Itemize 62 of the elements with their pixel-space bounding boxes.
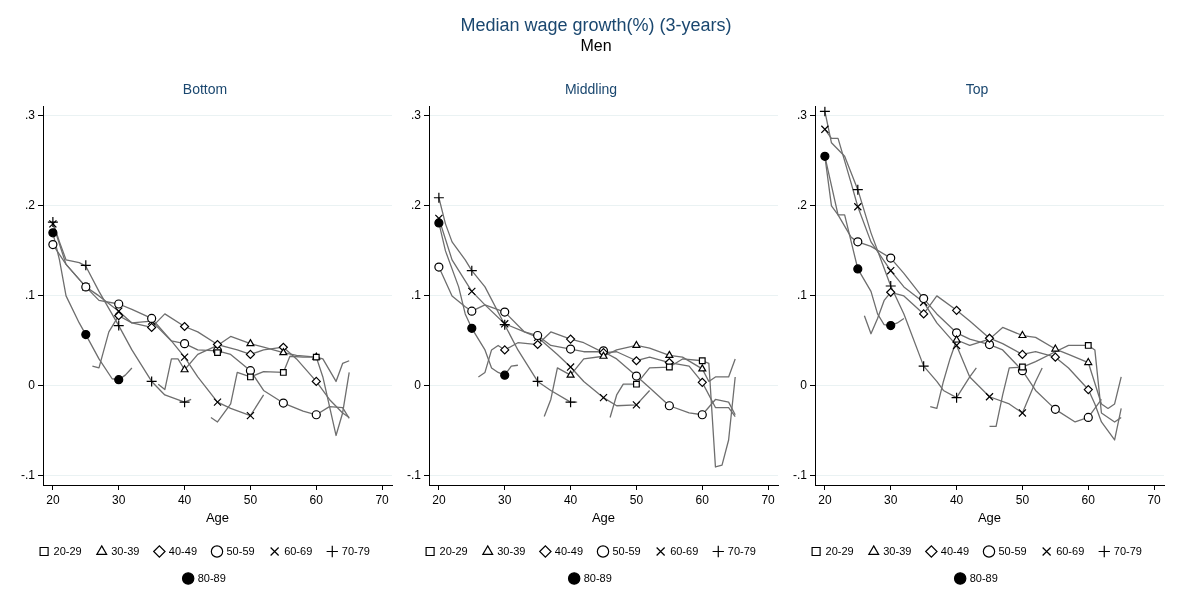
- chart-title: Bottom: [182, 81, 228, 98]
- x-tick-label: 20: [46, 492, 60, 507]
- legend-label: 60-69: [284, 544, 313, 557]
- text: Median wage growth(%) (3-years): [459, 14, 733, 36]
- y-tick-label: .1: [796, 288, 808, 303]
- legend-label: 80-89: [197, 571, 226, 584]
- y-tick-label: -.1: [20, 468, 36, 483]
- legend-label: 60-69: [670, 544, 699, 557]
- text: Men: [579, 36, 613, 56]
- legend-label: 50-59: [998, 544, 1027, 557]
- legend-label: 20-29: [825, 544, 854, 557]
- legend-label: 50-59: [612, 544, 641, 557]
- x-tick-label: 30: [498, 492, 512, 507]
- legend-label: 20-29: [439, 544, 468, 557]
- legend-label: 40-49: [168, 544, 198, 557]
- legend-label: 40-49: [554, 544, 584, 557]
- y-tick-label: .3: [410, 108, 422, 123]
- legend-label: 20-29: [53, 544, 82, 557]
- y-tick-label: .2: [796, 198, 808, 213]
- y-tick-label: .3: [24, 108, 36, 123]
- x-tick-label: 30: [884, 492, 898, 507]
- legend-label: 30-39: [883, 544, 912, 557]
- chart-title: Middling: [564, 81, 618, 98]
- y-tick-label: 0: [800, 378, 808, 393]
- x-tick-label: 40: [177, 492, 192, 507]
- x-tick-label: 70: [375, 492, 390, 507]
- y-tick-label: 0: [414, 378, 422, 393]
- x-tick-label: 30: [112, 492, 126, 507]
- chart-title: Top: [965, 81, 989, 98]
- y-tick-label: .2: [24, 198, 36, 213]
- legend-label: 40-49: [940, 544, 970, 557]
- y-tick-label: .1: [410, 288, 422, 303]
- x-tick-label: 60: [1081, 492, 1096, 507]
- y-tick-label: -.1: [406, 468, 422, 483]
- x-tick-label: 50: [629, 492, 644, 507]
- x-tick-label: 20: [432, 492, 446, 507]
- legend-label: 80-89: [583, 571, 612, 584]
- x-tick-label: 50: [1015, 492, 1030, 507]
- x-tick-label: 70: [761, 492, 776, 507]
- x-tick-label: 50: [243, 492, 258, 507]
- x-tick-label: 70: [1147, 492, 1162, 507]
- x-tick-label: 60: [695, 492, 710, 507]
- y-tick-label: 0: [28, 378, 36, 393]
- legend-label: 70-79: [341, 544, 370, 557]
- y-tick-label: .2: [410, 198, 422, 213]
- legend-label: 30-39: [111, 544, 140, 557]
- legend-label: 30-39: [497, 544, 526, 557]
- x-tick-label: 40: [949, 492, 964, 507]
- x-axis-title: Age: [977, 509, 1002, 525]
- legend-label: 60-69: [1056, 544, 1085, 557]
- legend-label: 50-59: [226, 544, 255, 557]
- legend-label: 80-89: [969, 571, 998, 584]
- x-tick-label: 40: [563, 492, 578, 507]
- legend-label: 70-79: [727, 544, 756, 557]
- y-tick-label: .1: [24, 288, 36, 303]
- x-axis-title: Age: [591, 509, 616, 525]
- x-tick-label: 60: [309, 492, 324, 507]
- y-tick-label: .3: [796, 108, 808, 123]
- x-axis-title: Age: [205, 509, 230, 525]
- x-tick-label: 20: [818, 492, 832, 507]
- legend-label: 70-79: [1113, 544, 1142, 557]
- y-tick-label: -.1: [792, 468, 808, 483]
